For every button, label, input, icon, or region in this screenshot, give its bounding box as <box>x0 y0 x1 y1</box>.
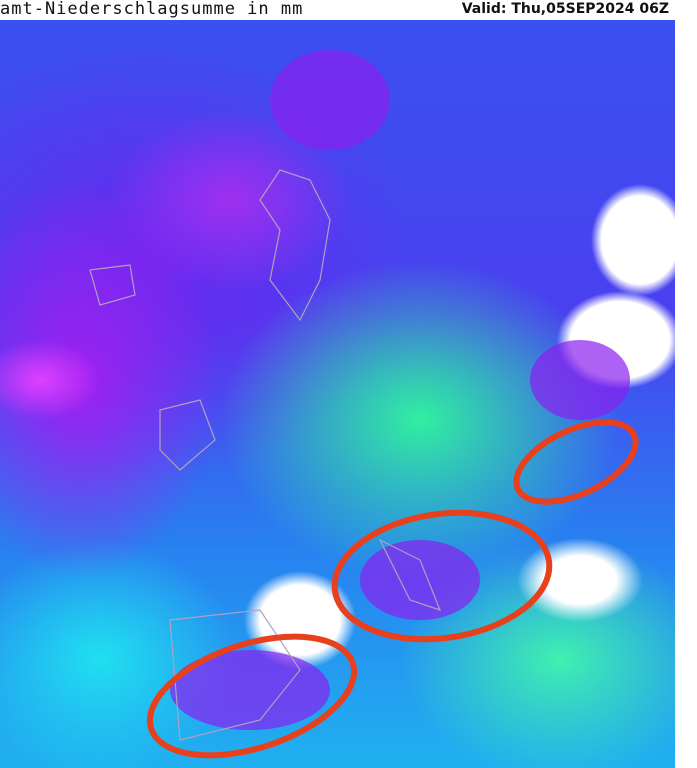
precipitation-map <box>0 20 675 768</box>
map-overlay <box>89 50 639 759</box>
east-europe-circle <box>513 419 639 505</box>
iceland-outline <box>89 264 136 306</box>
scandinavia-outline <box>259 169 331 322</box>
precip-blob <box>360 540 480 620</box>
precip-blob <box>270 50 390 150</box>
heavy-precip-areas <box>170 50 630 730</box>
british-isles-outline <box>159 399 216 471</box>
map-header: amt-Niederschlagsumme in mm Valid: Thu,0… <box>0 0 675 20</box>
italy-balkans-circle <box>331 509 553 643</box>
right-margin <box>675 0 697 768</box>
iberia-circle <box>146 633 358 759</box>
map-title: amt-Niederschlagsumme in mm <box>0 0 304 19</box>
italy-outline <box>378 538 442 611</box>
valid-time: Valid: Thu,05SEP2024 06Z <box>461 1 669 17</box>
iberia-outline <box>169 609 301 741</box>
annotation-circles <box>146 419 639 759</box>
precip-blob <box>530 340 630 420</box>
coastlines <box>89 169 442 741</box>
precip-blob <box>170 650 330 730</box>
